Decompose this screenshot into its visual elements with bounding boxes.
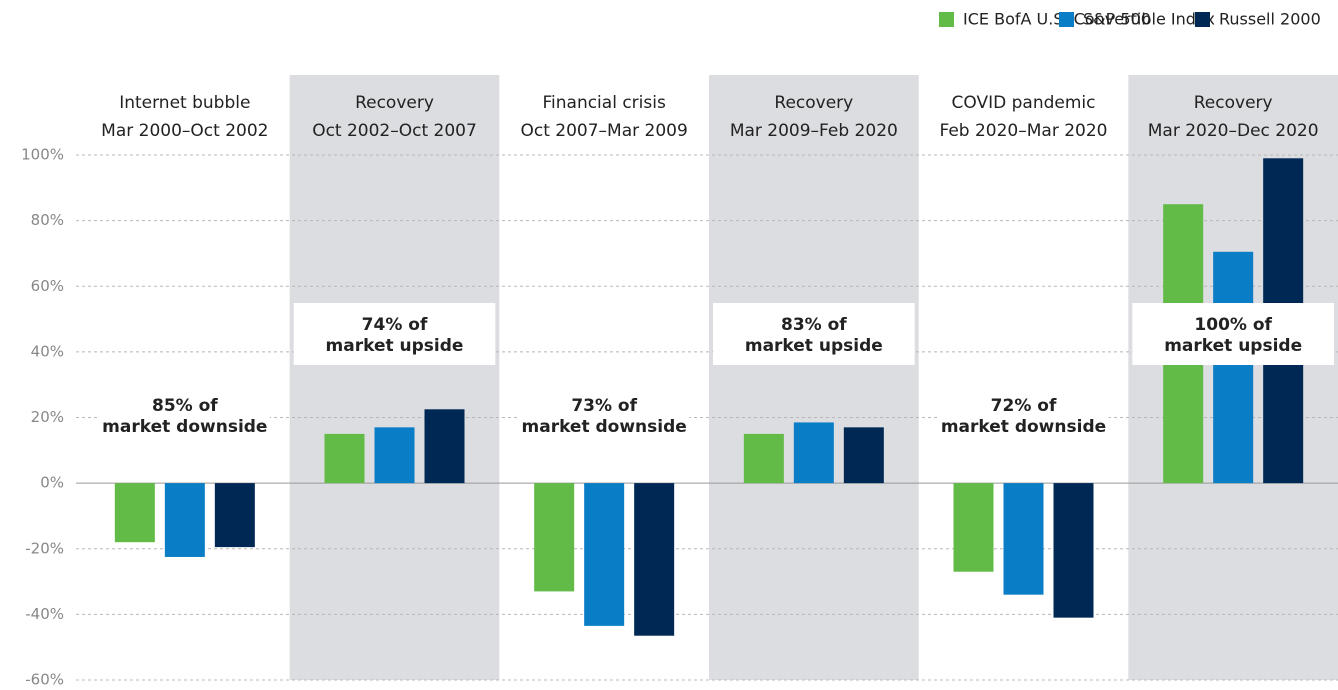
annotation: market downside [522, 417, 687, 437]
legend-label: Russell 2000 [1219, 10, 1321, 29]
bar [793, 422, 834, 484]
bar [1053, 483, 1094, 618]
y-tick-label: -40% [25, 605, 64, 623]
category-label: Internet bubble [119, 93, 250, 113]
annotation-box [713, 303, 915, 365]
bar [1213, 251, 1254, 484]
annotation-box [938, 392, 1109, 440]
category-period: Mar 2000–Oct 2002 [101, 121, 268, 141]
bar [534, 483, 575, 592]
y-tick-label: -60% [25, 671, 64, 689]
category-label: Financial crisis [542, 93, 665, 113]
annotation-box [293, 303, 496, 365]
category-period: Oct 2002–Oct 2007 [312, 121, 477, 141]
shaded-band [289, 75, 500, 680]
bar [634, 483, 675, 636]
legend-swatch [939, 12, 954, 27]
annotation: 83% of [781, 315, 847, 335]
y-tick-label: 20% [31, 408, 64, 426]
annotation: market upside [1164, 336, 1302, 356]
legend-label: ICE BofA U.S. Convertible Index [963, 10, 1215, 29]
category-label: Recovery [1194, 93, 1273, 113]
bar [214, 483, 255, 548]
annotation: 73% of [571, 396, 637, 416]
annotation-box [99, 392, 270, 440]
category-period: Feb 2020–Mar 2020 [939, 121, 1107, 141]
y-tick-label: -20% [25, 539, 64, 557]
y-tick-label: 0% [40, 474, 64, 492]
category-period: Mar 2009–Feb 2020 [730, 121, 898, 141]
y-tick-label: 60% [31, 277, 64, 295]
y-tick-label: 100% [21, 146, 64, 164]
category-period: Oct 2007–Mar 2009 [521, 121, 688, 141]
bar [424, 409, 465, 484]
bar [843, 427, 884, 484]
annotation-box [519, 392, 690, 440]
annotation: 85% of [152, 396, 218, 416]
bar [584, 483, 625, 626]
legend-swatch [1059, 12, 1074, 27]
bar [114, 483, 155, 543]
y-tick-label: 40% [31, 342, 64, 360]
bar [324, 433, 365, 484]
bar [164, 483, 205, 557]
annotation: 72% of [991, 396, 1057, 416]
category-label: Recovery [355, 93, 434, 113]
category-label: Recovery [774, 93, 853, 113]
y-tick-label: 80% [31, 211, 64, 229]
legend-swatch [1195, 12, 1210, 27]
annotation-box [1132, 303, 1334, 365]
category-period: Mar 2020–Dec 2020 [1148, 121, 1319, 141]
annotation: 100% of [1194, 315, 1272, 335]
bar [743, 433, 784, 484]
bar [374, 427, 415, 484]
category-label: COVID pandemic [952, 93, 1096, 113]
shaded-band [709, 75, 919, 680]
annotation: 74% of [362, 315, 428, 335]
annotation: market upside [745, 336, 883, 356]
annotation: market downside [941, 417, 1106, 437]
legend-label: S&P 500 [1083, 10, 1151, 29]
bar [1003, 483, 1044, 595]
bar [953, 483, 994, 572]
annotation: market downside [102, 417, 267, 437]
annotation: market upside [326, 336, 464, 356]
